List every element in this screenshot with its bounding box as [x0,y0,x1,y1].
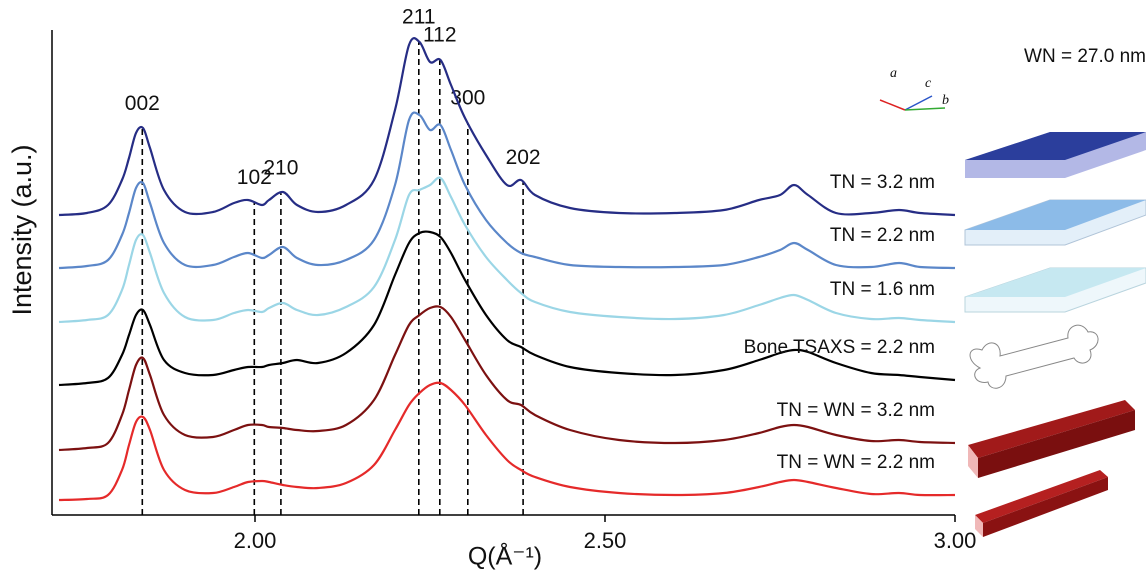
rod-side [983,477,1108,537]
plate [965,268,1146,297]
peak-label: 211 [402,6,435,29]
axis-arrow [904,95,933,111]
axis-letter: c [925,76,932,91]
axis-letter: a [890,66,897,81]
series-label: TN = 1.6 nm [830,279,935,300]
rod-side [978,410,1135,478]
x-tick-label: 3.00 [934,528,977,553]
peak-label: 002 [125,92,160,115]
x-tick-label: 2.00 [234,528,277,553]
side-illustrations: a c b WN = 27.0 nm [879,46,1146,537]
rod [968,400,1135,458]
peak-label: 210 [263,157,298,180]
series-line [58,176,956,324]
series-label: TN = WN = 3.2 nm [777,400,935,421]
x-axis-label: Q(Å⁻¹) [468,541,542,571]
bone [969,324,1099,389]
y-axis-label: Intensity (a.u.) [7,144,37,315]
series-line [58,230,956,387]
rod [975,470,1108,523]
plate [965,132,1146,160]
series-label: TN = 2.2 nm [830,225,935,246]
series-line [58,381,956,502]
series-label: TN = 3.2 nm [830,172,935,193]
peak-label: 112 [423,24,456,47]
series-label: TN = WN = 2.2 nm [777,452,935,473]
series-label: Bone TSAXS = 2.2 nm [744,337,935,358]
series-line [58,305,956,452]
axis-arrow [904,107,946,111]
peak-label: 202 [506,146,541,169]
axis-letter: b [942,93,949,108]
series-line [58,37,956,217]
side-label: WN = 27.0 nm [1024,46,1146,67]
peak-label: 102 [237,166,272,189]
rod-end [975,515,983,537]
series-line [58,111,956,270]
x-tick-label: 2.50 [584,528,627,553]
rod-end [968,445,978,478]
plate [965,200,1146,230]
axis-arrow [879,99,906,111]
